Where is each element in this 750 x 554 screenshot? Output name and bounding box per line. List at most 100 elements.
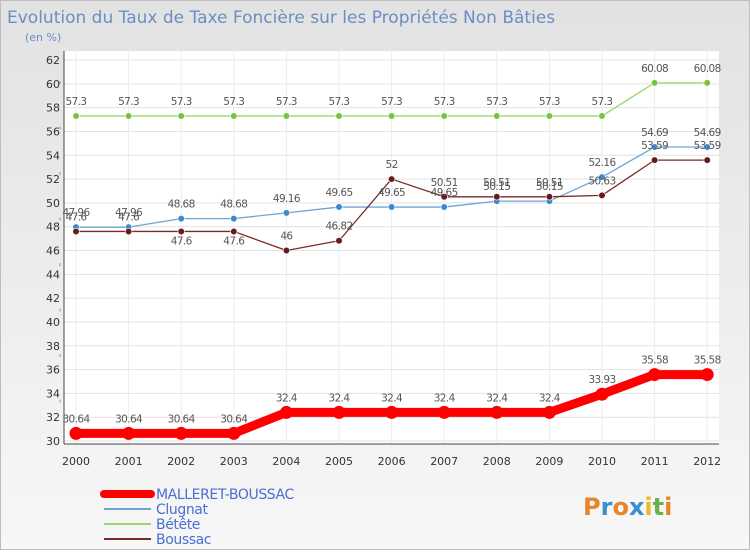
point-boussac (282, 246, 291, 255)
data-label-bétête: 57.3 (118, 96, 139, 108)
point-boussac (545, 193, 554, 201)
y-tick-label: 46 (46, 245, 60, 258)
point-bétête (124, 112, 133, 120)
point-bétête (703, 79, 711, 87)
point-bétête (650, 79, 659, 87)
x-tick-label: 2012 (693, 455, 721, 468)
y-tick-label: 30 (46, 435, 60, 448)
point-boussac (230, 227, 238, 236)
data-label-boussac: 47.6 (171, 235, 193, 247)
y-tick-label: 58 (46, 102, 60, 115)
point-boussac (598, 191, 606, 199)
logo-letter: t (653, 493, 664, 521)
logo-letter: i (644, 493, 652, 521)
legend-label: Boussac (156, 532, 211, 548)
point-boussac (493, 193, 501, 201)
point-malleret-boussac (279, 405, 293, 419)
data-label-boussac: 47.6 (118, 211, 140, 223)
data-label-malleret-boussac: 30.64 (220, 413, 248, 425)
y-tick-label: 62 (46, 54, 60, 67)
x-tick-label: 2000 (62, 455, 90, 468)
point-malleret-boussac (542, 405, 556, 419)
data-label-clugnat: 49.16 (273, 193, 301, 205)
point-boussac (72, 227, 80, 236)
data-label-bétête: 57.3 (592, 96, 613, 108)
point-malleret-boussac (227, 426, 241, 440)
point-clugnat (282, 209, 291, 217)
x-tick-label: 2003 (220, 455, 248, 468)
data-label-boussac: 50.51 (483, 177, 510, 189)
data-label-boussac: 46 (280, 231, 293, 243)
data-label-boussac: 47.6 (223, 235, 245, 247)
logo-letter: i (664, 493, 672, 521)
point-bétête (177, 112, 185, 120)
data-label-clugnat: 52.16 (588, 157, 616, 169)
data-label-boussac: 53.59 (641, 140, 668, 152)
point-malleret-boussac (385, 405, 399, 419)
point-bétête (440, 112, 448, 120)
y-tick-label: 34 (46, 387, 60, 400)
y-tick-label: 40 (46, 316, 60, 329)
point-malleret-boussac (437, 405, 451, 419)
data-label-malleret-boussac: 30.64 (115, 413, 143, 425)
data-label-bétête: 57.3 (486, 96, 507, 108)
y-tick-label: 36 (46, 364, 60, 377)
point-boussac (703, 156, 711, 164)
legend-label: Bétête (156, 517, 200, 533)
data-label-malleret-boussac: 30.64 (62, 413, 90, 425)
data-label-malleret-boussac: 32.4 (276, 392, 298, 404)
data-label-clugnat: 50.15 (536, 181, 563, 193)
data-label-bétête: 57.3 (539, 96, 560, 108)
data-label-bétête: 57.3 (381, 96, 402, 108)
data-label-malleret-boussac: 32.4 (434, 392, 456, 404)
data-label-clugnat: 49.65 (431, 187, 458, 199)
data-label-boussac: 50.63 (588, 175, 615, 187)
point-clugnat (703, 143, 711, 151)
data-label-malleret-boussac: 32.4 (486, 392, 508, 404)
point-boussac (124, 227, 133, 236)
x-tick-label: 2007 (430, 455, 458, 468)
y-tick-label: 44 (46, 268, 60, 281)
point-bétête (230, 112, 238, 120)
x-tick-label: 2004 (272, 455, 300, 468)
data-label-bétête: 57.3 (171, 96, 192, 108)
logo-letter: r (601, 493, 613, 521)
data-label-bétête: 60.08 (641, 63, 668, 75)
point-clugnat (177, 214, 185, 223)
x-tick-label: 2006 (378, 455, 406, 468)
point-bétête (335, 112, 343, 120)
legend-label: MALLERET-BOUSSAC (156, 487, 294, 503)
data-label-clugnat: 47.96 (62, 207, 90, 219)
data-label-clugnat: 50.15 (483, 181, 510, 193)
point-malleret-boussac (174, 426, 188, 440)
data-label-boussac: 50.51 (431, 177, 458, 189)
data-label-clugnat: 54.69 (641, 127, 668, 139)
data-label-malleret-boussac: 33.93 (588, 374, 615, 386)
data-label-bétête: 60.08 (694, 63, 721, 75)
x-tick-label: 2005 (325, 455, 353, 468)
chart-unit: (en %) (25, 31, 61, 44)
point-bétête (493, 112, 501, 120)
data-label-bétête: 57.3 (276, 96, 297, 108)
point-boussac (335, 237, 343, 245)
data-label-clugnat: 47.96 (115, 207, 143, 219)
point-malleret-boussac (69, 426, 83, 440)
x-tick-label: 2010 (588, 455, 616, 468)
y-tick-label: 48 (46, 221, 60, 234)
y-tick-label: 42 (46, 292, 60, 305)
data-label-boussac: 50.51 (536, 177, 563, 189)
point-bétête (282, 112, 291, 120)
proxiti-logo: Proxiti (583, 493, 672, 521)
x-tick-label: 2001 (115, 455, 143, 468)
data-label-malleret-boussac: 32.4 (329, 392, 351, 404)
data-label-malleret-boussac: 30.64 (168, 413, 196, 425)
point-clugnat (440, 203, 448, 211)
logo-letter: x (629, 493, 645, 521)
data-label-clugnat: 48.68 (168, 199, 195, 211)
data-label-clugnat: 54.69 (694, 127, 721, 139)
point-malleret-boussac (332, 405, 346, 419)
data-label-clugnat: 48.68 (220, 199, 247, 211)
